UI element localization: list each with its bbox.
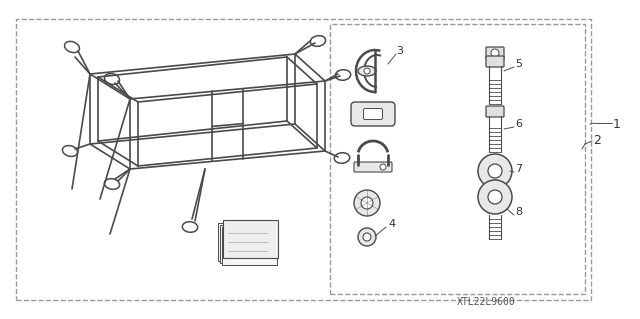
Ellipse shape xyxy=(335,70,351,80)
Circle shape xyxy=(361,197,373,209)
Circle shape xyxy=(364,68,370,74)
Circle shape xyxy=(491,49,499,57)
Text: 5: 5 xyxy=(515,59,522,69)
FancyBboxPatch shape xyxy=(220,225,275,263)
FancyBboxPatch shape xyxy=(223,220,278,258)
Circle shape xyxy=(354,190,380,216)
Ellipse shape xyxy=(358,66,376,76)
Text: 8: 8 xyxy=(515,207,522,217)
Ellipse shape xyxy=(334,153,349,163)
FancyBboxPatch shape xyxy=(351,102,395,126)
Circle shape xyxy=(380,164,386,170)
Ellipse shape xyxy=(104,74,120,85)
FancyBboxPatch shape xyxy=(486,106,504,117)
FancyBboxPatch shape xyxy=(218,223,273,261)
Text: 3: 3 xyxy=(396,46,403,56)
Ellipse shape xyxy=(63,145,77,156)
Circle shape xyxy=(488,190,502,204)
Circle shape xyxy=(488,164,502,178)
Text: 2: 2 xyxy=(593,135,601,147)
Ellipse shape xyxy=(182,222,198,232)
Text: 6: 6 xyxy=(515,119,522,129)
Ellipse shape xyxy=(65,41,79,53)
Text: 7: 7 xyxy=(515,164,522,174)
FancyBboxPatch shape xyxy=(486,56,504,67)
FancyBboxPatch shape xyxy=(364,108,383,120)
Circle shape xyxy=(478,180,512,214)
FancyBboxPatch shape xyxy=(354,162,392,172)
Bar xyxy=(330,24,585,294)
Ellipse shape xyxy=(104,179,120,189)
Circle shape xyxy=(478,154,512,188)
FancyBboxPatch shape xyxy=(486,47,504,59)
Text: 1: 1 xyxy=(613,117,621,130)
Circle shape xyxy=(358,228,376,246)
Text: XTL22L9600: XTL22L9600 xyxy=(456,297,515,307)
Ellipse shape xyxy=(310,36,326,46)
Bar xyxy=(16,19,591,300)
FancyBboxPatch shape xyxy=(222,227,277,265)
Text: 4: 4 xyxy=(388,219,395,229)
Circle shape xyxy=(363,233,371,241)
